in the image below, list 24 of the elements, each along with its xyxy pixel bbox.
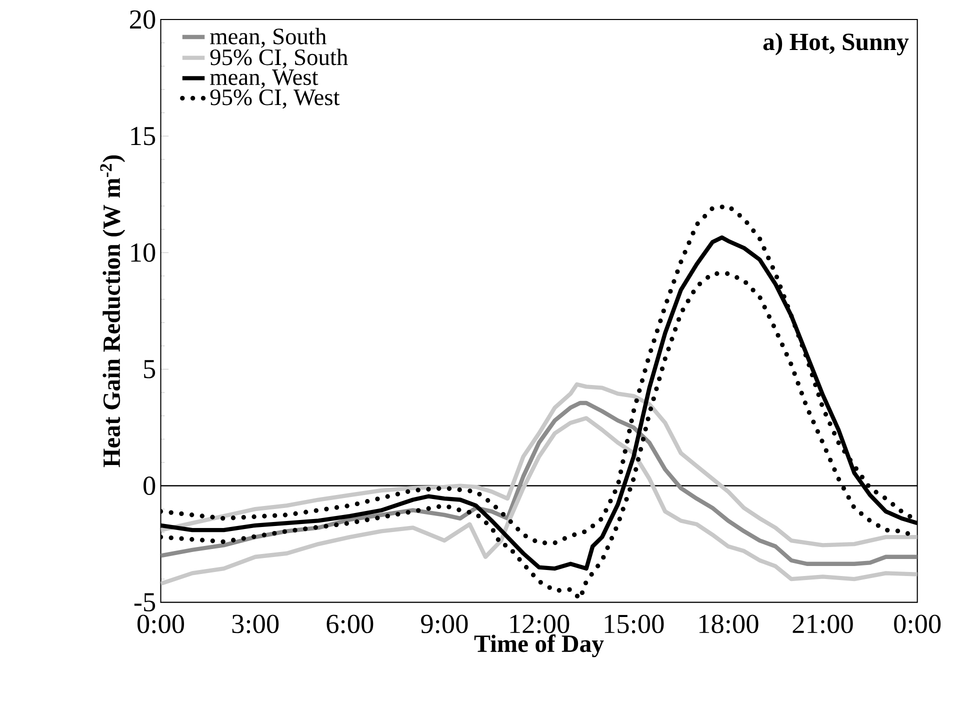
y-tick-label: 15 [131, 127, 156, 146]
x-tick-label: 9:00 [421, 614, 468, 634]
y-tick-label: 20 [130, 10, 156, 29]
y-tick-label: -5 [134, 593, 156, 612]
y-axis-title: Heat Gain Reduction (W m$^{-2}$) [100, 156, 126, 468]
x-tick-label: 3:00 [232, 614, 279, 634]
y-tick-label: 0 [144, 476, 156, 496]
y-tick-label: 5 [144, 360, 156, 379]
x-tick-label: 21:00 [792, 614, 853, 634]
x-tick-label: 0:00 [137, 614, 184, 634]
legend-label: 95% CI, South [210, 48, 348, 69]
legend-label: 95% CI, West [210, 90, 340, 109]
y-tick-label: 10 [131, 244, 156, 262]
chart-title: a) Hot, Sunny [763, 33, 909, 56]
x-axis-title: Time of Day [474, 634, 604, 658]
line-series [160, 416, 918, 586]
x-tick-label: 0:00 [894, 614, 941, 634]
line-series [160, 382, 918, 548]
x-tick-label: 15:00 [604, 614, 664, 634]
x-tick-label: 12:00 [510, 614, 570, 634]
x-tick-label: 6:00 [326, 614, 374, 634]
legend-label: mean, South [210, 28, 326, 48]
x-tick-label: 18:00 [699, 614, 758, 634]
legend-label: mean, West [210, 70, 318, 89]
